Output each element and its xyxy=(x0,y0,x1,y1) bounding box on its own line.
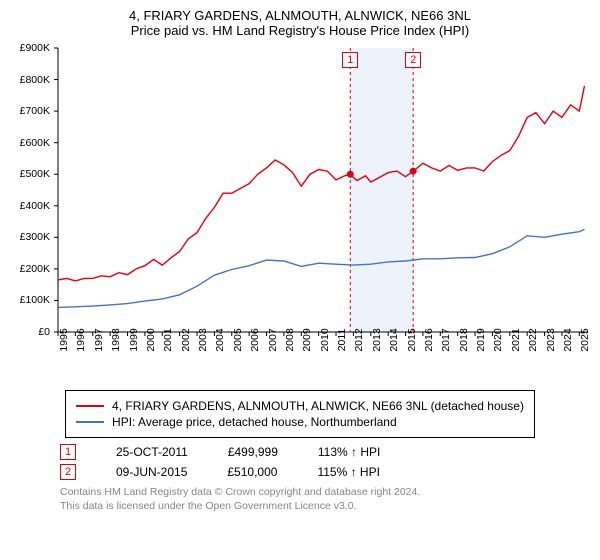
footer-attribution: Contains HM Land Registry data © Crown c… xyxy=(60,486,590,513)
tx-marker-icon: 2 xyxy=(60,464,76,480)
x-tick-label: 2020 xyxy=(492,328,504,351)
y-tick-label: £700K xyxy=(20,105,50,117)
tx-price: £499,999 xyxy=(228,445,278,459)
price-chart: £0 £100K £200K £300K £400K £500K £600K £700K £80… xyxy=(10,42,590,382)
tx-row: 2 09-JUN-2015 £510,000 115% ↑ HPI xyxy=(60,464,590,480)
y-tick-label: £500K xyxy=(20,168,50,180)
x-tick-label: 1996 xyxy=(75,328,87,351)
x-tick-label: 2006 xyxy=(249,328,261,351)
x-tick-label: 2014 xyxy=(388,328,400,351)
x-tick-label: 2010 xyxy=(319,328,331,351)
y-tick-label: £600K xyxy=(20,137,50,149)
tx-marker-badge: 1 xyxy=(342,52,358,68)
footer-line2: This data is licensed under the Open Gov… xyxy=(60,500,590,514)
x-tick-label: 2016 xyxy=(423,328,435,351)
y-tick-label: £800K xyxy=(20,74,50,86)
tx-row: 1 25-OCT-2011 £499,999 113% ↑ HPI xyxy=(60,444,590,460)
x-tick-label: 1995 xyxy=(58,328,70,351)
tx-vs-hpi: 115% ↑ HPI xyxy=(317,465,379,479)
legend-label-property: 4, FRIARY GARDENS, ALNMOUTH, ALNWICK, NE… xyxy=(112,399,524,413)
x-tick-label: 2015 xyxy=(406,328,418,351)
y-tick-label: £100K xyxy=(20,294,50,306)
tx-date: 25-OCT-2011 xyxy=(116,445,188,459)
legend-row-hpi: HPI: Average price, detached house, Nort… xyxy=(76,415,524,429)
x-tick-label: 1998 xyxy=(110,328,122,351)
page-title-line2: Price paid vs. HM Land Registry's House … xyxy=(10,23,590,38)
x-tick-label: 2005 xyxy=(232,328,244,351)
x-tick-label: 2008 xyxy=(284,328,296,351)
legend-swatch-hpi xyxy=(76,421,104,423)
x-tick-label: 1997 xyxy=(93,328,105,351)
x-tick-label: 2007 xyxy=(267,328,279,351)
y-tick-label: £300K xyxy=(20,231,50,243)
x-tick-label: 2017 xyxy=(440,328,452,351)
x-tick-label: 2004 xyxy=(214,328,226,351)
page-title-line1: 4, FRIARY GARDENS, ALNMOUTH, ALNWICK, NE… xyxy=(10,8,590,23)
x-tick-label: 1999 xyxy=(128,328,140,351)
y-tick-label: £200K xyxy=(20,263,50,275)
tx-date: 09-JUN-2015 xyxy=(116,465,187,479)
x-tick-label: 2001 xyxy=(162,328,174,351)
y-tick-label: £900K xyxy=(20,42,50,54)
x-tick-label: 2011 xyxy=(336,329,348,352)
x-tick-label: 2021 xyxy=(510,328,522,351)
x-tick-label: 2002 xyxy=(180,328,192,351)
tx-vs-hpi: 113% ↑ HPI xyxy=(318,445,380,459)
x-tick-label: 2009 xyxy=(301,328,313,351)
transaction-table: 1 25-OCT-2011 £499,999 113% ↑ HPI 2 09-JUN-20… xyxy=(60,444,590,480)
x-tick-label: 2013 xyxy=(371,328,383,351)
x-tick-label: 2018 xyxy=(458,328,470,351)
x-tick-label: 2025 xyxy=(579,328,591,351)
y-tick-label: £400K xyxy=(20,200,50,212)
x-tick-label: 2022 xyxy=(527,328,539,351)
legend-label-hpi: HPI: Average price, detached house, Nort… xyxy=(112,415,397,429)
x-tick-label: 2019 xyxy=(475,328,487,351)
tx-marker-badge: 2 xyxy=(405,52,421,68)
x-tick-label: 2012 xyxy=(353,328,365,351)
x-tick-label: 2003 xyxy=(197,328,209,351)
x-tick-label: 2023 xyxy=(545,328,557,351)
x-tick-label: 2024 xyxy=(562,328,574,351)
x-tick-label: 2000 xyxy=(145,328,157,351)
footer-line1: Contains HM Land Registry data © Crown c… xyxy=(60,486,590,500)
legend-row-property: 4, FRIARY GARDENS, ALNMOUTH, ALNWICK, NE… xyxy=(76,399,524,413)
y-tick-label: £0 xyxy=(38,326,50,338)
tx-price: £510,000 xyxy=(227,465,277,479)
tx-marker-icon: 1 xyxy=(60,444,76,460)
legend-swatch-property xyxy=(76,405,104,407)
legend: 4, FRIARY GARDENS, ALNMOUTH, ALNWICK, NE… xyxy=(65,390,535,438)
